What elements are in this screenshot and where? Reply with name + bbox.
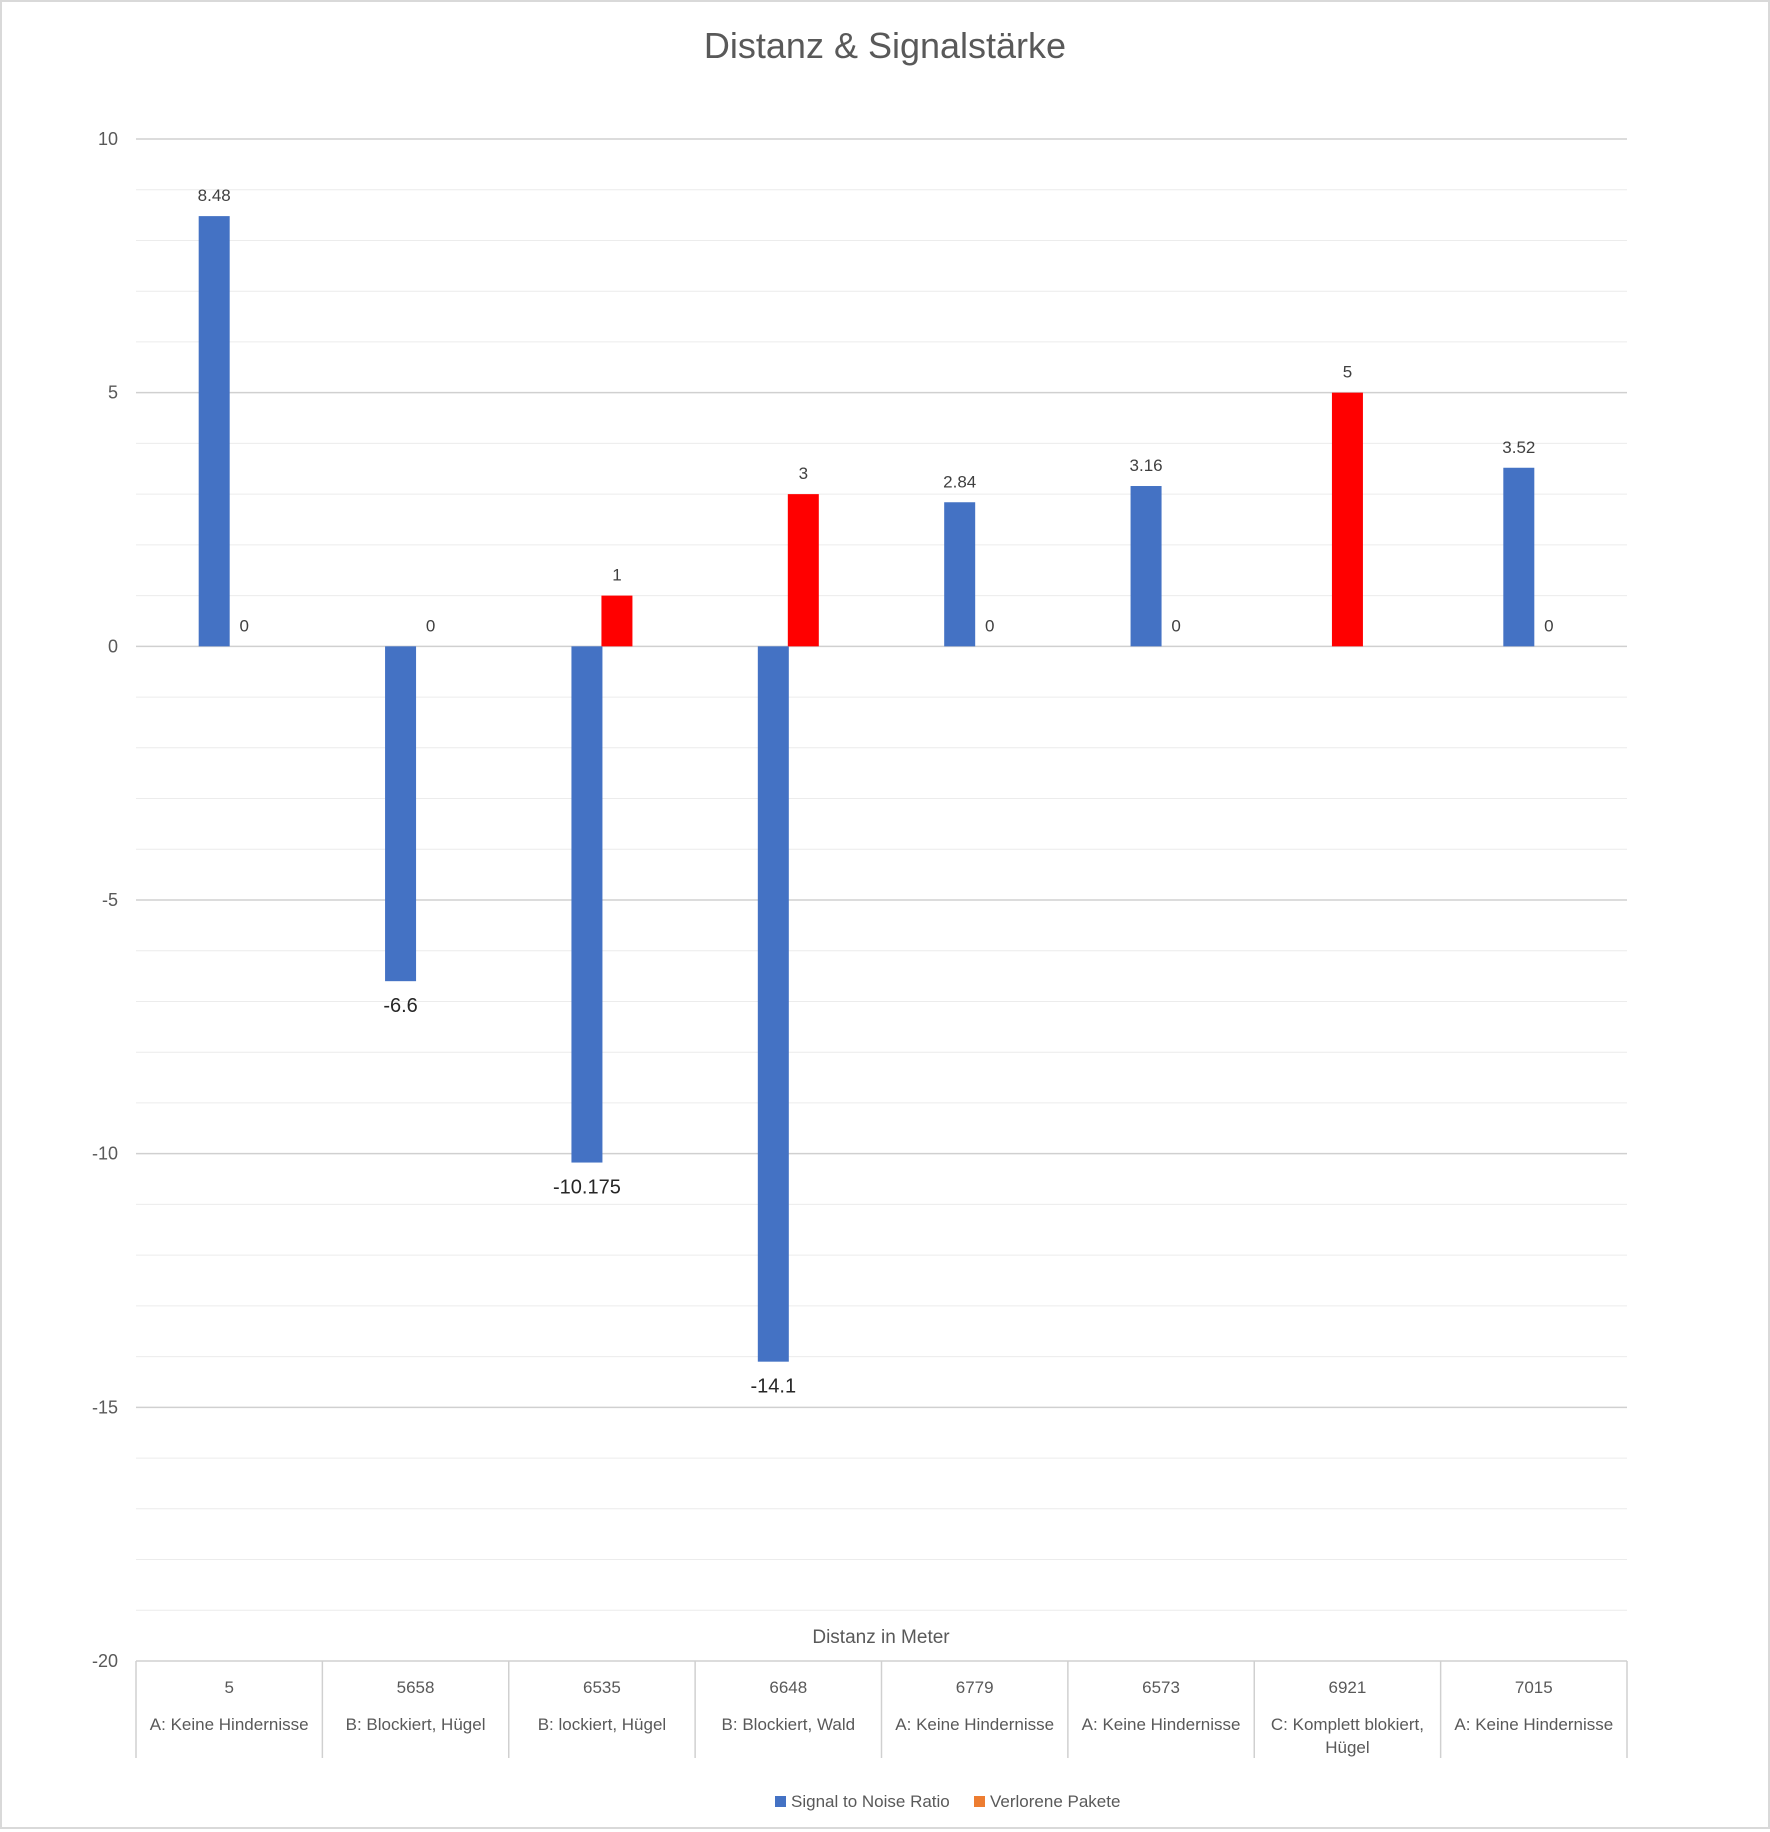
bar-lost-packets [601, 595, 633, 647]
x-tick-distance: 6535 [583, 1678, 621, 1697]
y-tick-label: 5 [108, 383, 118, 403]
x-tick-distance: 6779 [956, 1678, 994, 1697]
y-tick-label: -15 [92, 1397, 118, 1417]
y-tick-label: -5 [102, 890, 118, 910]
bar-snr [944, 502, 976, 647]
y-tick-label: 10 [98, 129, 118, 149]
data-label-lost-packets: 0 [985, 616, 994, 635]
x-tick-distance: 5658 [397, 1678, 435, 1697]
x-tick-distance: 7015 [1515, 1678, 1553, 1697]
y-tick-label: -10 [92, 1144, 118, 1164]
data-label-snr: -6.6 [383, 995, 417, 1017]
x-tick-condition: C: Komplett blokiert, Hügel [1271, 1715, 1424, 1757]
data-label-snr: -14.1 [751, 1376, 797, 1398]
data-label-lost-packets: 0 [239, 616, 248, 635]
data-label-lost-packets: 1 [612, 566, 621, 585]
x-tick-distance: 5 [224, 1678, 233, 1697]
bar-lost-packets [1331, 392, 1363, 647]
x-tick-condition: B: Blockiert, Hügel [346, 1715, 486, 1734]
x-tick-condition: A: Keine Hindernisse [150, 1715, 309, 1734]
x-axis-title: Distanz in Meter [812, 1627, 950, 1648]
legend-label: Verlorene Pakete [990, 1792, 1120, 1811]
bars [198, 216, 1535, 1362]
bar-snr [1503, 467, 1535, 647]
data-label-snr: 2.84 [943, 472, 976, 491]
x-tick-condition: B: Blockiert, Wald [722, 1715, 856, 1734]
legend-swatch [974, 1796, 985, 1807]
data-label-snr: 3.52 [1502, 438, 1535, 457]
x-tick-distance: 6573 [1142, 1678, 1180, 1697]
y-tick-label: 0 [108, 636, 118, 656]
data-labels: 8.48 0 -6.6 0 -10.175 1 -14.1 3 2.84 0 3.16 0 5 3.52 0 [198, 186, 1554, 1398]
bar-snr [757, 646, 789, 1362]
x-tick-condition: B: lockiert, Hügel [538, 1715, 667, 1734]
data-label-lost-packets: 0 [1171, 616, 1180, 635]
data-label-snr: -10.175 [553, 1177, 621, 1199]
bar-snr [1130, 486, 1162, 647]
chart-title: Distanz & Signalstärke [704, 25, 1066, 66]
y-tick-label: -20 [92, 1651, 118, 1671]
legend: Signal to Noise Ratio Verlorene Pakete [775, 1792, 1120, 1811]
legend-swatch [775, 1796, 786, 1807]
x-axis-table: 5 A: Keine Hindernisse 5658 B: Blockiert, H… [135, 1660, 1628, 1758]
bar-snr [198, 216, 230, 647]
x-tick-distance: 6648 [769, 1678, 807, 1697]
x-tick-condition: A: Keine Hindernisse [895, 1715, 1054, 1734]
data-label-lost-packets: 0 [1544, 616, 1553, 635]
data-label-snr: 8.48 [198, 186, 231, 205]
x-tick-condition: A: Keine Hindernisse [1082, 1715, 1241, 1734]
bar-lost-packets [787, 494, 819, 647]
gridlines [136, 138, 1627, 1611]
data-label-lost-packets: 5 [1343, 363, 1352, 382]
data-label-lost-packets: 0 [426, 616, 435, 635]
x-tick-condition: A: Keine Hindernisse [1454, 1715, 1613, 1734]
bar-snr [571, 646, 603, 1163]
data-label-lost-packets: 3 [799, 464, 808, 483]
legend-label: Signal to Noise Ratio [791, 1792, 950, 1811]
y-axis-ticks: 10 5 0 -5 -10 -15 -20 [92, 129, 118, 1671]
bar-snr [385, 646, 417, 982]
data-label-snr: 3.16 [1130, 456, 1163, 475]
x-tick-distance: 6921 [1329, 1678, 1367, 1697]
